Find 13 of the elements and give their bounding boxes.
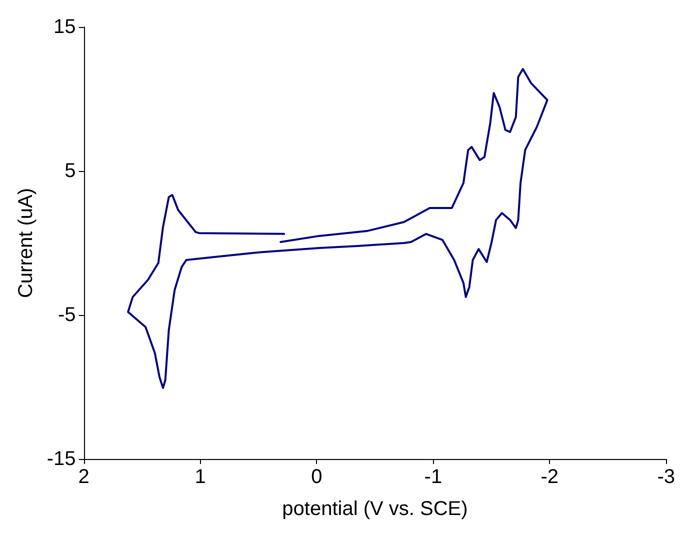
x-axis-title: potential (V vs. SCE) (282, 498, 468, 520)
y-axis-title: Current (uA) (15, 188, 37, 298)
y-tick-label: -15 (46, 448, 76, 470)
x-tick-label: -2 (540, 466, 559, 488)
line-series (127, 68, 548, 390)
y-tick-label: 5 (64, 160, 76, 182)
x-tick-label: -1 (424, 466, 442, 488)
x-tick-label: -3 (657, 466, 676, 488)
x-tick-label: 2 (78, 466, 90, 488)
x-tick-label: 0 (311, 466, 322, 488)
x-tick-label: 1 (194, 466, 206, 488)
y-tick-label: -5 (58, 304, 76, 326)
y-tick-label: 15 (54, 16, 76, 38)
